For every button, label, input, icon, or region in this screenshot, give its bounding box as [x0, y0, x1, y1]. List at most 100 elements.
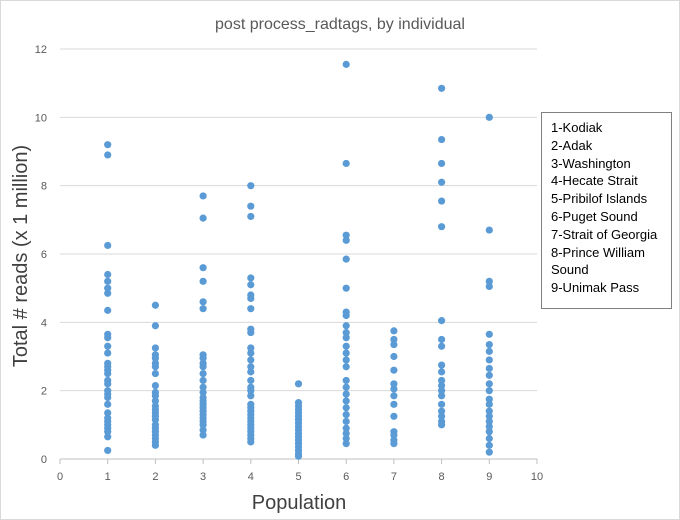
data-point	[438, 335, 446, 344]
data-point	[342, 255, 350, 263]
data-point	[104, 241, 112, 250]
gridlines	[60, 48, 537, 392]
x-tick-label: 8	[439, 471, 445, 483]
data-point	[247, 202, 255, 210]
data-point	[104, 289, 112, 297]
data-point	[199, 277, 207, 285]
data-point	[485, 380, 493, 388]
x-tick-label: 4	[248, 471, 254, 483]
y-tick-label: 0	[41, 454, 47, 466]
data-point	[485, 340, 493, 349]
data-point	[485, 113, 493, 121]
data-point	[390, 340, 398, 349]
data-point	[294, 380, 303, 388]
y-tick-label: 10	[35, 112, 47, 124]
data-point	[342, 231, 350, 239]
legend-item: 8-Prince William Sound	[551, 244, 645, 278]
data-point	[199, 383, 207, 391]
data-point	[438, 376, 446, 385]
x-tick-label: 0	[57, 471, 63, 483]
data-point	[485, 282, 493, 291]
data-point	[342, 397, 350, 405]
data-point	[342, 363, 350, 371]
data-point	[390, 366, 398, 374]
data-point	[390, 440, 398, 448]
data-point	[390, 335, 398, 344]
y-tick-label: 4	[41, 317, 47, 329]
x-tick-label: 1	[105, 471, 111, 483]
data-point	[342, 236, 350, 244]
x-tick-label: 3	[200, 471, 206, 483]
data-point	[104, 393, 112, 402]
data-point	[342, 440, 350, 448]
data-point	[104, 270, 112, 279]
data-point	[438, 223, 446, 231]
data-point	[104, 284, 112, 292]
data-point	[247, 376, 255, 385]
data-point	[104, 349, 112, 357]
data-point	[151, 322, 159, 330]
data-point	[485, 364, 493, 373]
data-point	[342, 342, 350, 350]
data-point	[104, 400, 112, 408]
data-points	[104, 60, 493, 460]
data-point	[485, 434, 493, 443]
data-point	[104, 141, 112, 149]
data-point	[485, 395, 493, 403]
x-axis-title: Population	[252, 492, 347, 514]
data-point	[342, 349, 350, 357]
data-point	[247, 274, 255, 282]
data-point	[485, 226, 493, 234]
data-point	[342, 356, 350, 364]
data-point	[151, 301, 159, 309]
data-point	[390, 380, 398, 388]
data-point	[151, 441, 159, 449]
data-point	[199, 376, 207, 385]
data-point	[342, 410, 350, 419]
legend-item: 7-Strait of Georgia	[551, 226, 658, 242]
data-point	[104, 446, 112, 455]
data-point	[151, 369, 159, 378]
data-point	[390, 412, 398, 420]
data-point	[199, 264, 207, 272]
data-point	[438, 400, 446, 408]
data-point	[342, 434, 350, 443]
data-point	[438, 342, 446, 350]
data-point	[199, 388, 207, 396]
data-point	[104, 151, 112, 159]
legend-item: 1-Kodiak	[551, 120, 603, 135]
data-point	[342, 424, 350, 432]
x-tick-label: 9	[486, 471, 492, 483]
data-point	[247, 392, 255, 400]
data-point	[485, 412, 493, 420]
data-point	[390, 327, 398, 335]
legend: 1-Kodiak 2-Adak 3-Washington 4-Hecate Strai…	[541, 112, 672, 309]
y-axis-ticks: 0 2 4 6 8 10 12	[35, 44, 47, 466]
data-point	[438, 159, 446, 168]
data-point	[438, 368, 446, 376]
data-point	[438, 317, 446, 325]
y-tick-label: 2	[41, 386, 47, 398]
data-point	[104, 380, 112, 388]
data-point	[104, 277, 112, 285]
data-point	[151, 363, 159, 371]
legend-item: 4-Hecate Strait	[551, 173, 638, 189]
data-point	[438, 84, 446, 92]
data-point	[199, 363, 207, 371]
x-tick-label: 6	[343, 471, 349, 483]
data-point	[247, 356, 255, 364]
legend-item: 5-Pribilof Islands	[551, 191, 648, 207]
data-point	[151, 354, 159, 362]
data-point	[485, 371, 493, 379]
data-point	[485, 448, 493, 456]
data-point	[151, 397, 159, 405]
data-point	[485, 356, 493, 364]
data-point	[342, 417, 350, 426]
data-point	[342, 322, 350, 330]
data-point	[390, 392, 398, 400]
data-point	[199, 298, 207, 306]
x-tick-label: 5	[295, 471, 301, 483]
data-point	[438, 135, 446, 144]
data-point	[342, 390, 350, 398]
